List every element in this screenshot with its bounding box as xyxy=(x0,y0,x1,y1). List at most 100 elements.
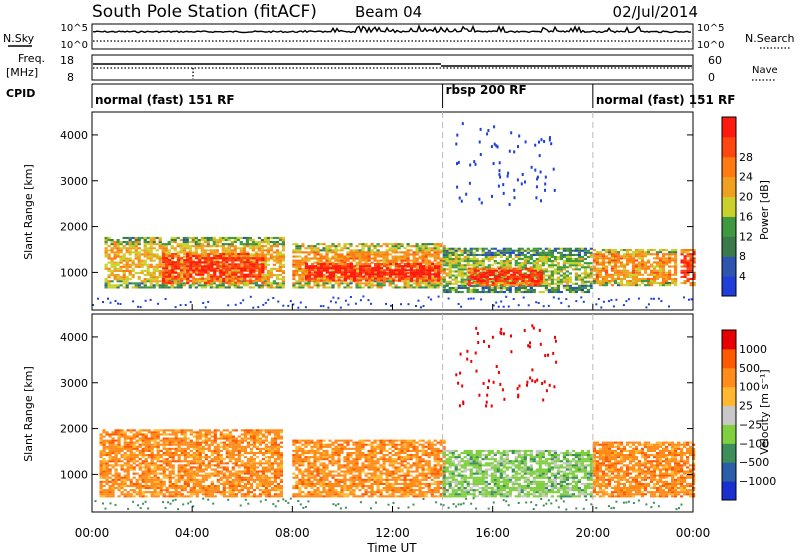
heatmap-cell xyxy=(308,269,311,271)
heatmap-cell xyxy=(213,255,216,257)
heatmap-cell xyxy=(144,286,147,288)
heatmap-cell xyxy=(145,466,148,468)
heatmap-cell xyxy=(557,256,560,258)
heatmap-cell xyxy=(328,286,331,288)
heatmap-cell xyxy=(548,277,551,279)
heatmap-cell xyxy=(213,253,216,255)
heatmap-cell xyxy=(177,259,180,261)
heatmap-cell xyxy=(461,250,464,252)
heatmap-cell xyxy=(690,270,693,272)
heatmap-cell xyxy=(398,243,401,245)
heatmap-cell xyxy=(165,245,168,247)
heatmap-cell xyxy=(662,259,665,261)
heatmap-cell xyxy=(168,282,171,284)
heatmap-cell xyxy=(160,450,163,452)
heatmap-cell xyxy=(584,283,587,285)
heatmap-cell xyxy=(153,260,156,262)
heatmap-cell xyxy=(103,475,106,477)
heatmap-cell xyxy=(300,302,302,304)
heatmap-cell xyxy=(611,280,614,282)
heatmap-cell xyxy=(455,281,458,283)
heatmap-cell xyxy=(519,268,522,270)
heatmap-cell xyxy=(150,243,153,245)
heatmap-cell xyxy=(437,253,440,255)
heatmap-cell xyxy=(524,258,527,260)
heatmap-cell xyxy=(431,286,434,288)
heatmap-cell xyxy=(325,256,328,258)
heatmap-cell xyxy=(383,271,386,273)
heatmap-cell xyxy=(533,260,536,262)
heatmap-cell xyxy=(548,283,551,285)
heatmap-cell xyxy=(273,268,276,270)
heatmap-cell xyxy=(551,279,554,281)
heatmap-cell xyxy=(541,138,543,141)
heatmap-cell xyxy=(513,189,515,192)
heatmap-cell xyxy=(174,267,177,269)
heatmap-cell xyxy=(109,495,112,497)
heatmap-cell xyxy=(543,140,545,143)
heatmap-cell xyxy=(154,446,157,448)
heatmap-cell xyxy=(528,304,530,306)
heatmap-cell xyxy=(216,245,219,247)
heatmap-cell xyxy=(368,269,371,271)
heatmap-cell xyxy=(154,469,157,471)
heatmap-cell xyxy=(572,291,575,293)
heatmap-cell xyxy=(124,446,127,448)
heatmap-cell xyxy=(175,491,178,493)
heatmap-cell xyxy=(335,271,338,273)
heatmap-cell xyxy=(159,237,162,239)
heatmap-cell xyxy=(422,273,425,275)
heatmap-cell xyxy=(598,298,600,300)
heatmap-cell xyxy=(476,262,479,264)
heatmap-cell xyxy=(519,284,522,286)
heatmap-cell xyxy=(137,306,139,308)
heatmap-cell xyxy=(368,299,370,301)
heatmap-cell xyxy=(141,266,144,268)
heatmap-cell xyxy=(267,243,270,245)
heatmap-cell xyxy=(477,268,480,270)
heatmap-cell xyxy=(428,271,431,273)
heatmap-cell xyxy=(118,429,121,431)
heatmap-cell xyxy=(650,270,653,272)
heatmap-cell xyxy=(404,280,407,282)
heatmap-cell xyxy=(165,249,168,251)
heatmap-cell xyxy=(175,487,178,489)
heatmap-cell xyxy=(110,302,112,304)
heatmap-cell xyxy=(108,239,111,241)
heatmap-cell xyxy=(145,477,148,479)
heatmap-cell xyxy=(258,272,261,274)
heatmap-cell xyxy=(344,267,347,269)
heatmap-cell xyxy=(169,462,172,464)
heatmap-cell xyxy=(108,237,111,239)
heatmap-cell xyxy=(635,264,638,266)
heatmap-cell xyxy=(518,252,521,254)
heatmap-cell xyxy=(398,271,401,273)
heatmap-cell xyxy=(688,299,690,301)
heatmap-cell xyxy=(172,466,175,468)
heatmap-cell xyxy=(656,264,659,266)
heatmap-cell xyxy=(258,263,261,265)
heatmap-cell xyxy=(267,237,270,239)
heatmap-cell xyxy=(183,278,186,280)
heatmap-cell xyxy=(123,245,126,247)
heatmap-cell xyxy=(139,433,142,435)
heatmap-cell xyxy=(120,249,123,251)
heatmap-cell xyxy=(112,466,115,468)
heatmap-cell xyxy=(329,267,332,269)
heatmap-cell xyxy=(133,489,136,491)
heatmap-cell xyxy=(136,440,139,442)
heatmap-cell xyxy=(470,291,473,293)
heatmap-cell xyxy=(434,263,437,265)
heatmap-cell xyxy=(156,268,159,270)
heatmap-cell xyxy=(171,267,174,269)
heatmap-cell xyxy=(330,300,332,302)
heatmap-cell xyxy=(305,278,308,280)
heatmap-cell xyxy=(608,257,611,259)
heatmap-cell xyxy=(337,249,340,251)
heatmap-cell xyxy=(465,193,467,196)
heatmap-cell xyxy=(560,256,563,258)
heatmap-cell xyxy=(509,203,511,206)
heatmap-cell xyxy=(352,256,355,258)
heatmap-cell xyxy=(434,265,437,267)
heatmap-cell xyxy=(123,241,126,243)
